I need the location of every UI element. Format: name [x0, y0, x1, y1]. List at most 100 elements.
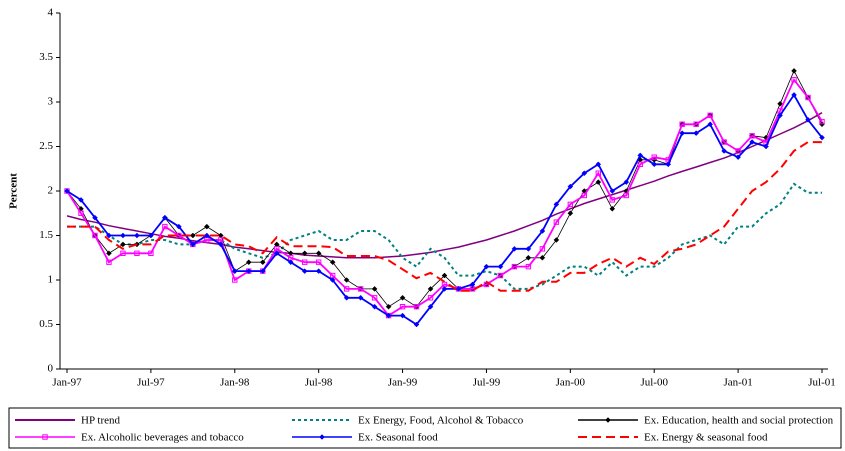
point — [315, 250, 322, 257]
x-tick-label: Jul-99 — [473, 377, 501, 389]
point — [735, 154, 741, 161]
y-tick-label: 3.5 — [39, 51, 53, 63]
x-tick-label: Jan-98 — [220, 377, 250, 389]
point — [651, 161, 658, 168]
point — [217, 241, 224, 248]
point — [693, 130, 700, 137]
x-tick-label: Jul-00 — [640, 377, 668, 389]
point — [483, 263, 490, 270]
point — [301, 268, 308, 274]
point — [427, 295, 434, 301]
point — [134, 250, 140, 257]
point — [231, 268, 238, 274]
point — [651, 154, 657, 160]
y-axis-label: Percent — [8, 173, 20, 209]
point — [819, 134, 825, 141]
point — [203, 223, 210, 230]
point — [106, 232, 112, 239]
point — [245, 268, 252, 274]
point — [749, 139, 755, 145]
point — [721, 148, 727, 154]
x-tick-label: Jul-98 — [305, 377, 333, 389]
point — [148, 232, 154, 239]
point — [679, 130, 686, 137]
series-line — [66, 69, 823, 308]
point — [791, 67, 797, 74]
point — [511, 245, 518, 252]
point — [553, 201, 560, 208]
point — [259, 259, 266, 266]
point — [315, 259, 322, 265]
y-tick-label: 4 — [48, 7, 54, 19]
point — [148, 250, 154, 257]
y-tick-label: 3 — [48, 96, 54, 108]
point — [707, 112, 713, 119]
point — [106, 250, 112, 257]
point — [162, 214, 168, 221]
point — [203, 232, 210, 239]
point — [232, 277, 238, 283]
legend-label: Ex. Energy & seasonal food — [644, 432, 768, 444]
point — [525, 254, 532, 261]
point — [735, 148, 741, 154]
y-tick-label: 1 — [48, 274, 54, 286]
series-line — [67, 141, 822, 292]
point — [763, 143, 769, 150]
point — [371, 303, 378, 310]
point — [427, 286, 434, 292]
x-tick-label: Jul-01 — [808, 377, 836, 389]
point — [609, 188, 616, 194]
point — [497, 263, 504, 270]
point — [497, 272, 504, 279]
x-tick-label: Jan-99 — [388, 377, 418, 389]
point — [441, 272, 448, 279]
point — [525, 263, 532, 270]
legend-box — [8, 407, 842, 449]
point — [553, 237, 560, 243]
point — [595, 161, 602, 168]
point — [693, 121, 699, 127]
point — [301, 250, 308, 257]
legend-marker — [605, 417, 611, 423]
point — [525, 245, 532, 252]
point — [106, 259, 112, 265]
point — [679, 121, 685, 127]
x-tick-label: Jan-01 — [723, 377, 752, 389]
legend-label: HP trend — [81, 415, 121, 427]
point — [189, 232, 196, 239]
point — [595, 179, 602, 185]
series-line — [66, 112, 823, 259]
point — [539, 246, 546, 252]
point — [92, 214, 98, 221]
x-tick-label: Jul-97 — [137, 377, 165, 389]
legend-label: Ex Energy, Food, Alcohol & Tobacco — [358, 415, 524, 427]
point — [287, 259, 294, 266]
point — [609, 197, 615, 203]
point — [245, 259, 252, 266]
point — [134, 232, 140, 239]
point — [385, 303, 392, 310]
point — [777, 100, 783, 107]
legend-label: Ex. Education, health and social protect… — [644, 415, 834, 427]
point — [175, 223, 182, 230]
point — [567, 201, 574, 208]
point — [357, 286, 364, 292]
point — [455, 286, 462, 292]
point — [805, 94, 811, 101]
point — [92, 232, 98, 239]
point — [539, 254, 546, 261]
y-tick-label: 1.5 — [39, 229, 53, 241]
point — [777, 112, 783, 119]
point — [749, 133, 755, 139]
point — [64, 188, 70, 194]
point — [120, 232, 126, 239]
point — [273, 250, 280, 257]
point — [707, 121, 714, 128]
point — [413, 321, 420, 328]
point — [609, 205, 616, 212]
y-tick-label: 0.5 — [39, 318, 53, 330]
point — [427, 303, 434, 310]
point — [343, 286, 350, 292]
series-line — [66, 78, 823, 317]
